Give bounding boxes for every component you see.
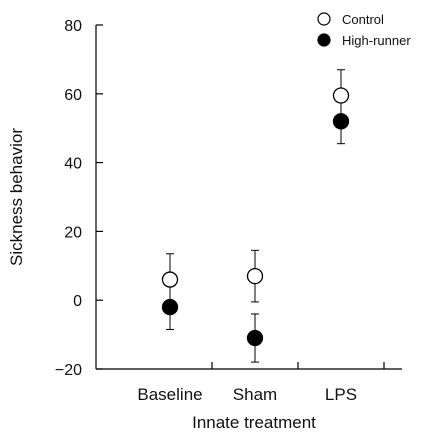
x-axis-ticks: Baseline Sham LPS	[137, 362, 385, 404]
x-category-label: LPS	[325, 385, 357, 404]
y-axis-ticks: −20 0 20 40 60 80	[55, 18, 103, 379]
legend-control-label: Control	[342, 12, 384, 27]
control-point	[246, 267, 264, 285]
control-point	[332, 87, 350, 104]
x-axis-title: Innate treatment	[192, 413, 316, 432]
legend-high-runner-label: High-runner	[342, 33, 411, 48]
control-point	[161, 271, 179, 288]
data-marks	[161, 69, 350, 363]
axes: −20 0 20 40 60 80 Baseline Sham LPS	[55, 18, 402, 404]
y-axis-title: Sickness behavior	[7, 128, 26, 266]
x-category-label: Sham	[233, 385, 277, 404]
x-category-label: Baseline	[137, 385, 202, 404]
y-tick-label: 20	[64, 224, 82, 241]
legend-high-runner-marker	[317, 33, 331, 47]
high-runner-point	[161, 298, 179, 316]
y-tick-label: −20	[55, 362, 82, 379]
high-runner-point	[332, 113, 350, 130]
y-tick-label: 0	[73, 293, 82, 310]
high-runner-point	[246, 329, 264, 347]
legend: Control High-runner	[317, 12, 411, 48]
y-tick-label: 40	[64, 156, 82, 173]
y-tick-label: 80	[64, 18, 82, 35]
y-tick-label: 60	[64, 87, 82, 104]
legend-control-marker	[317, 12, 331, 26]
